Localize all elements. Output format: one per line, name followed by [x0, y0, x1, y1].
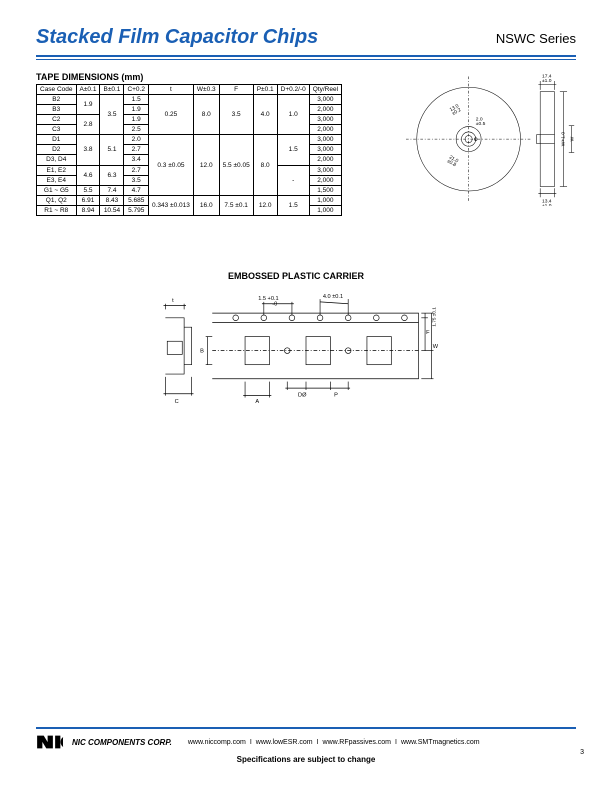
table-header: Case Code — [37, 84, 77, 94]
carrier-dim-f: F — [426, 330, 430, 336]
footer: NIC COMPONENTS CORP. www.niccomp.com Iwww… — [0, 727, 612, 764]
carrier-title: EMBOSSED PLASTIC CARRIER — [228, 271, 364, 281]
table-header: B±0.1 — [100, 84, 124, 94]
header-rule-thick — [36, 55, 576, 57]
table-header: C+0.2 — [124, 84, 149, 94]
footer-disclaimer: Specifications are subject to change — [0, 755, 612, 764]
footer-corp: NIC COMPONENTS CORP. — [72, 738, 172, 747]
carrier-dim-hole: 1.5 +0.1-0 — [258, 296, 278, 308]
reel-dim-bottom: 13.4±1.0 — [542, 198, 552, 206]
table-row: Q1, Q26.918.435.6850.343 ±0.01316.07.5 ±… — [37, 196, 342, 206]
table-row: D13.85.12.00.3 ±0.0512.05.5 ±0.058.01.53… — [37, 135, 342, 145]
separator: I — [250, 739, 252, 746]
reel-dim-i3: 21.0±0.8 — [446, 154, 460, 168]
carrier-dim-do: DØ — [298, 393, 307, 399]
carrier-dim-c: C — [175, 399, 179, 405]
carrier-dim-edge: 1.75 ±0.1 — [431, 307, 436, 327]
footer-url: www.SMTmagnetics.com — [401, 739, 480, 746]
reel-dim-i2: 2.0±0.5 — [476, 116, 486, 126]
carrier-dim-w: W — [433, 344, 439, 350]
table-header: W±0.3 — [193, 84, 219, 94]
table-header: t — [148, 84, 193, 94]
separator: I — [317, 739, 319, 746]
table-header: P±0.1 — [253, 84, 277, 94]
carrier-dim-b: B — [200, 349, 204, 355]
table-header: D+0.2/-0 — [277, 84, 309, 94]
footer-url: www.RFpassives.com — [323, 739, 391, 746]
reel-diagram: 17.4±1.0 13.4±1.0 W+1.0 W 13.0±0.2 2.0±0… — [406, 72, 576, 202]
carrier-dim-p: P — [334, 393, 338, 399]
page-title: Stacked Film Capacitor Chips — [36, 26, 318, 49]
carrier-diagram: t C A B DØ P 1.5 +0.1-0 4.0 ±0.1 1.75 ±0… — [156, 285, 456, 415]
carrier-dim-t: t — [172, 298, 174, 304]
series-label: NSWC Series — [496, 31, 576, 46]
page-number: 3 — [580, 749, 584, 756]
table-header: F — [219, 84, 253, 94]
reel-dim-w: W — [569, 136, 575, 141]
reel-dim-w1: W+1.0 — [560, 131, 566, 146]
footer-url: www.niccomp.com — [188, 739, 246, 746]
table-header: A±0.1 — [76, 84, 100, 94]
tape-dimensions-table: Case CodeA±0.1B±0.1C+0.2tW±0.3FP±0.1D+0.… — [36, 84, 342, 217]
table-header: Qty/Reel — [309, 84, 341, 94]
separator: I — [395, 739, 397, 746]
nic-logo-icon — [36, 733, 66, 751]
carrier-dim-pitch: 4.0 ±0.1 — [323, 294, 343, 300]
footer-url: www.lowESR.com — [256, 739, 313, 746]
reel-dim-top: 17.4±1.0 — [542, 73, 552, 83]
table-row: B21.93.51.50.258.03.54.01.03,000 — [37, 94, 342, 104]
reel-dim-i1: 13.0±0.2 — [449, 102, 463, 116]
carrier-dim-a: A — [255, 399, 259, 405]
